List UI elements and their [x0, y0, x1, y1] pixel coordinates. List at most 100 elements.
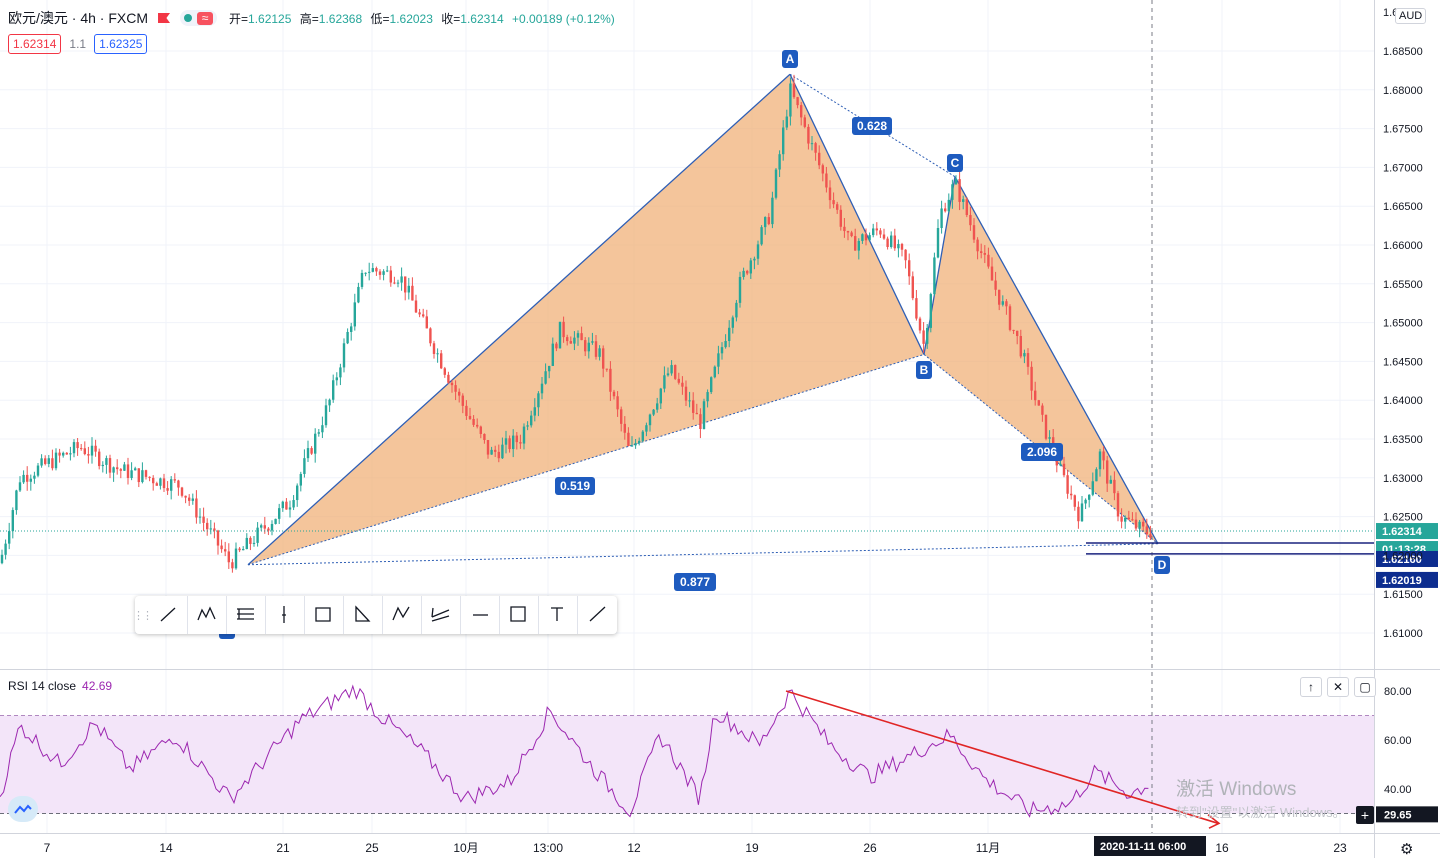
time-tick-label: 19: [745, 841, 759, 855]
candle-body: [540, 383, 544, 394]
candle-body: [742, 270, 745, 277]
buy-button[interactable]: 1.62325: [94, 34, 148, 54]
candle-body: [652, 409, 655, 415]
candle-body: [1109, 479, 1112, 484]
candle-body: [263, 525, 266, 529]
candle-body: [54, 452, 58, 469]
gear-icon[interactable]: ⚙: [1400, 841, 1414, 858]
close-label: 收=: [441, 11, 461, 26]
vertical-line-button[interactable]: [266, 596, 305, 634]
candle-body: [310, 448, 313, 454]
candle-body: [504, 438, 508, 445]
candle-body: [332, 380, 335, 400]
candle-body: [231, 562, 234, 569]
triangle-tool-button[interactable]: [344, 596, 383, 634]
candle-body: [468, 415, 472, 419]
candle-body: [760, 227, 763, 245]
candle-body: [249, 537, 252, 544]
candle-body: [260, 525, 263, 528]
candle-body: [270, 523, 274, 531]
candle-body: [515, 435, 518, 443]
candle-body: [666, 373, 670, 376]
candle-body: [224, 549, 227, 552]
candle-body: [72, 442, 76, 454]
candle-body: [328, 399, 331, 406]
candle-body: [627, 432, 630, 446]
candle-body: [227, 551, 230, 563]
leg-xd: [247, 543, 1159, 566]
close-pane-icon[interactable]: ✕: [1327, 677, 1349, 697]
fib-retracement-button[interactable]: [227, 596, 266, 634]
candle-body: [951, 184, 954, 200]
candle-body: [908, 260, 911, 277]
candle-body: [749, 260, 752, 274]
candle-body: [404, 276, 407, 293]
time-cursor-bg: [1094, 836, 1206, 856]
candle-body: [818, 152, 821, 166]
pitchfork-button[interactable]: [422, 596, 461, 634]
candle-body: [353, 302, 356, 327]
candle-body: [1016, 330, 1019, 337]
currency-button[interactable]: AUD: [1395, 8, 1427, 24]
symbol-title[interactable]: 欧元/澳元 · 4h · FXCM: [8, 10, 149, 26]
candle-body: [976, 239, 979, 252]
candle-body: [558, 321, 562, 349]
rectangle-tool-button[interactable]: [305, 596, 344, 634]
candle-body: [234, 548, 238, 569]
trend-line-button[interactable]: [149, 596, 188, 634]
time-tick-label: 13:00: [533, 841, 563, 855]
candle-body: [76, 442, 79, 449]
xabcd-pattern-button[interactable]: [188, 596, 227, 634]
candle-body: [630, 445, 634, 447]
candle-body: [904, 249, 907, 261]
candle-body: [634, 443, 637, 446]
rsi-trend-line: [785, 690, 1219, 825]
candle-body: [566, 337, 569, 342]
move-up-icon[interactable]: ↑: [1300, 677, 1322, 697]
candle-body: [26, 474, 29, 482]
market-status[interactable]: ≈: [180, 10, 218, 26]
ray-button[interactable]: [578, 596, 617, 634]
candle-body: [900, 243, 904, 250]
candle-body: [839, 209, 842, 227]
abcd-pattern-button[interactable]: [383, 596, 422, 634]
candle-body: [890, 235, 893, 248]
candle-body: [810, 143, 814, 145]
maximize-pane-icon[interactable]: ▢: [1354, 677, 1376, 697]
pitchfork-icon: [431, 607, 450, 622]
horizontal-ray-icon: [473, 614, 488, 616]
xabcd-pattern[interactable]: [247, 73, 1159, 566]
candle-body: [1062, 463, 1066, 476]
candle-body: [620, 409, 623, 424]
rsi-band-fill: [0, 715, 1374, 814]
candle-body: [926, 327, 929, 344]
drag-handle-icon[interactable]: ⋮⋮: [133, 609, 153, 622]
candle-body: [720, 347, 724, 354]
candle-body: [62, 452, 65, 456]
candle-body: [656, 403, 659, 410]
leg-ab: [789, 73, 925, 355]
sell-button[interactable]: 1.62314: [8, 34, 62, 54]
flag-icon[interactable]: [158, 13, 171, 23]
candle-body: [1030, 366, 1033, 391]
candle-body: [429, 328, 432, 344]
add-crosshair-icon[interactable]: +: [1356, 806, 1374, 824]
candle-body: [94, 445, 97, 452]
trade-row: 1.62314 1.1 1.62325: [8, 34, 148, 54]
rsi-tick-label: 40.00: [1384, 784, 1412, 796]
candle-body: [292, 500, 295, 508]
candle-body: [857, 240, 860, 251]
text-tool-button[interactable]: [539, 596, 578, 634]
candle-body: [51, 458, 54, 469]
horizontal-ray-button[interactable]: [461, 596, 500, 634]
candle-body: [623, 423, 626, 433]
candle-body: [1001, 301, 1004, 305]
tradingview-logo-icon: [8, 796, 38, 822]
price-range-button[interactable]: [500, 596, 539, 634]
pattern-point-a-bg: [782, 50, 798, 68]
candle-body: [324, 405, 328, 426]
candle-body: [915, 298, 918, 319]
candle-body: [764, 217, 767, 228]
candle-body: [8, 531, 11, 544]
